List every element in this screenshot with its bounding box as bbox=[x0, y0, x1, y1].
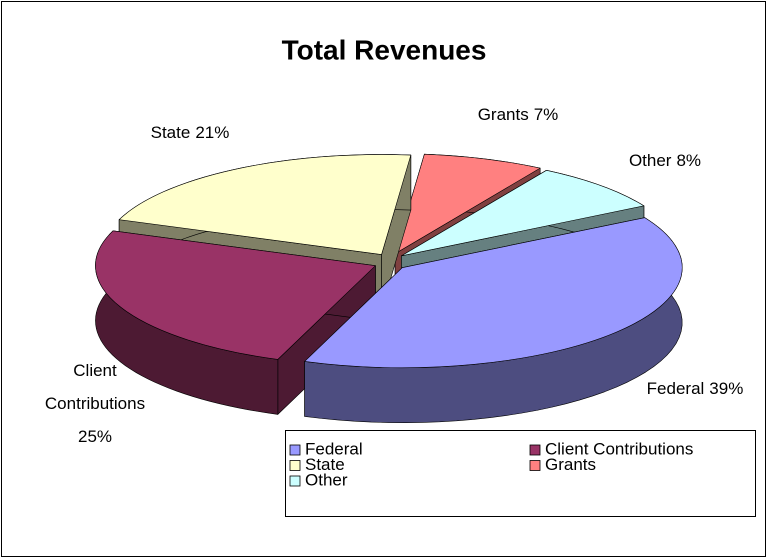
slice bbox=[394, 153, 541, 254]
legend-swatch bbox=[529, 460, 541, 471]
slice bbox=[118, 154, 412, 255]
slice-label: Other 8% bbox=[629, 151, 701, 170]
legend-label: Grants bbox=[545, 455, 596, 474]
slice-label-value: 39% bbox=[709, 379, 743, 398]
slice-label: Grants 7% bbox=[478, 105, 559, 124]
legend-label: State bbox=[305, 455, 345, 474]
slice-label-value: 25% bbox=[78, 427, 112, 446]
legend-box bbox=[285, 430, 756, 517]
legend-swatch bbox=[289, 475, 301, 487]
slice-label: Federal 39% bbox=[647, 379, 744, 398]
slice-label: Client Contributions 25% bbox=[45, 361, 145, 446]
legend-swatch bbox=[289, 460, 301, 471]
legend-label: Client Contributions bbox=[545, 439, 693, 458]
slice bbox=[401, 170, 645, 257]
slice-label-name: Federal bbox=[647, 379, 705, 398]
slice-label-name: Contributions bbox=[45, 394, 145, 413]
slice-label-value: 21% bbox=[195, 123, 229, 142]
legend-label: Federal bbox=[305, 439, 363, 458]
slice-label: State 21% bbox=[151, 123, 230, 142]
chart-title: Total Revenues bbox=[282, 34, 487, 65]
slice-label-value: 8% bbox=[676, 151, 701, 170]
slice-label-name: Other bbox=[629, 151, 672, 170]
slice bbox=[95, 230, 376, 360]
legend-swatch bbox=[289, 444, 301, 456]
slice-label-name: State bbox=[151, 123, 191, 142]
slice-label-name: Client bbox=[73, 361, 117, 380]
slice bbox=[304, 217, 683, 368]
slice-label-value: 7% bbox=[534, 105, 559, 124]
slice-label-name: Grants bbox=[478, 105, 529, 124]
pie bbox=[95, 153, 683, 423]
legend-label: Other bbox=[305, 470, 348, 489]
legend-swatch bbox=[529, 444, 541, 456]
